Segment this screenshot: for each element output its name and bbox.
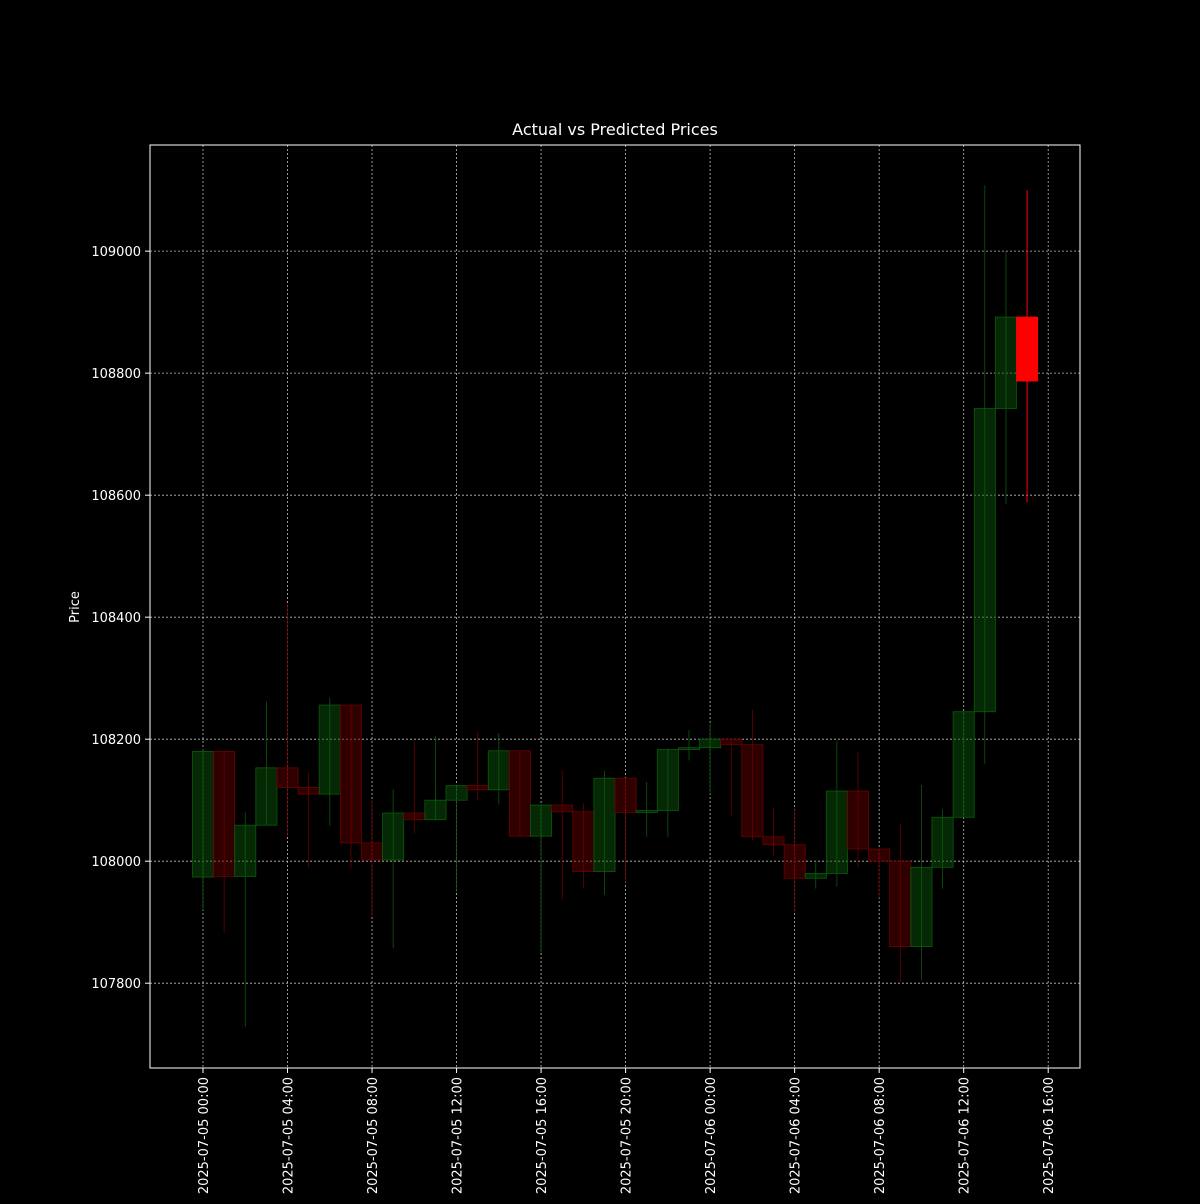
x-tick-label: 2025-07-05 04:00 <box>282 1077 297 1194</box>
candle-body <box>276 767 299 788</box>
y-tick-label: 108600 <box>91 489 141 504</box>
candle-body <box>994 316 1017 409</box>
candle-body <box>318 704 341 795</box>
candle-body <box>635 810 658 813</box>
x-tick-label: 2025-07-05 16:00 <box>535 1077 550 1194</box>
x-tick-label: 2025-07-06 00:00 <box>704 1077 719 1194</box>
candle-body <box>868 848 891 862</box>
candle-body <box>1016 316 1039 382</box>
candle-body <box>762 836 785 846</box>
y-axis-label: Price <box>68 591 83 623</box>
y-tick-label: 107800 <box>91 977 141 992</box>
x-tick-label: 2025-07-06 12:00 <box>958 1077 973 1194</box>
candle-body <box>192 750 214 878</box>
candle-body <box>720 738 743 746</box>
candle-body <box>255 767 278 826</box>
candle-body <box>572 811 595 872</box>
candle-body <box>973 408 996 713</box>
candle-body <box>445 785 468 801</box>
candle-body <box>741 744 764 838</box>
candle-body <box>910 866 933 948</box>
x-tick-label: 2025-07-05 20:00 <box>620 1077 635 1194</box>
candle-body <box>530 804 553 837</box>
candle-body <box>297 786 320 795</box>
candle-body <box>508 750 531 837</box>
y-tick-label: 108800 <box>91 367 141 382</box>
candle-body <box>593 777 616 872</box>
candle-body <box>424 799 447 821</box>
x-tick-label: 2025-07-05 08:00 <box>366 1077 381 1194</box>
y-tick-label: 108000 <box>91 855 141 870</box>
candle-body <box>339 704 362 844</box>
candle-body <box>234 824 257 877</box>
candle-body <box>847 790 869 850</box>
x-tick-label: 2025-07-06 16:00 <box>1042 1077 1057 1194</box>
candle-body <box>678 747 700 750</box>
y-tick-label: 108200 <box>91 733 141 748</box>
candle-body <box>889 860 912 948</box>
candle-body <box>487 750 510 791</box>
x-tick-label: 2025-07-05 12:00 <box>451 1077 466 1194</box>
candle-body <box>804 872 827 879</box>
candle-body <box>614 777 637 813</box>
candle-body <box>361 842 384 861</box>
candle-body <box>825 790 848 874</box>
candle-body <box>931 816 954 868</box>
candle-body <box>466 785 489 791</box>
plot-frame <box>149 144 1081 1069</box>
x-tick-label: 2025-07-06 08:00 <box>873 1077 888 1194</box>
candle-body <box>551 804 574 813</box>
candle-body <box>656 749 679 811</box>
candle-body <box>382 812 405 861</box>
candle-body <box>783 844 806 879</box>
x-tick-label: 2025-07-06 04:00 <box>789 1077 804 1194</box>
x-tick-label: 2025-07-05 00:00 <box>197 1077 212 1194</box>
candle-body <box>952 711 975 818</box>
candle-body <box>213 750 236 877</box>
y-tick-label: 108400 <box>91 611 141 626</box>
y-tick-label: 109000 <box>91 245 141 260</box>
candle-body <box>699 738 722 749</box>
candle-body <box>403 812 426 821</box>
chart-title: Actual vs Predicted Prices <box>512 120 718 139</box>
